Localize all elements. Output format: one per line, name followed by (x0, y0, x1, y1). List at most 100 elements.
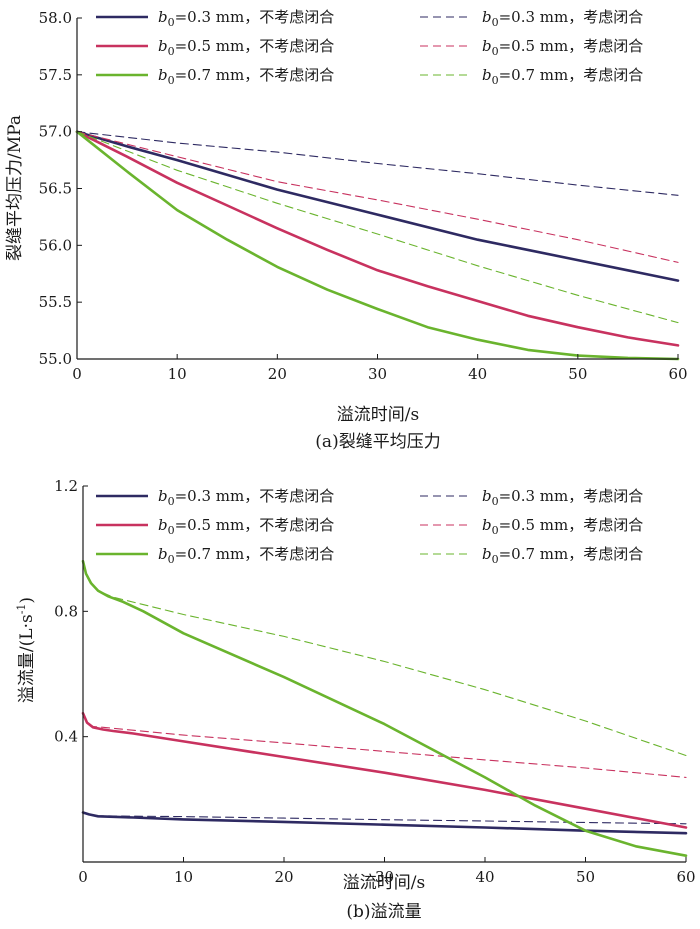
y-axis-title: 溢流量/(L·s-1) (15, 597, 37, 703)
series-line-3 (75, 130, 680, 347)
legend-label-subscript: 0 (168, 495, 175, 508)
legend-label-symbol: b (158, 545, 168, 563)
series-line-2 (82, 811, 687, 825)
legend-label-text: =0.7 mm，不考虑闭合 (175, 66, 335, 84)
legend-label-subscript: 0 (492, 74, 499, 87)
y-axis-title: 裂缝平均压力/MPa (5, 115, 25, 261)
legend-label-subscript: 0 (168, 553, 175, 566)
y-tick-label: 58.0 (39, 9, 72, 27)
y-tick-label: 56.0 (39, 236, 72, 254)
legend-label-symbol: b (482, 8, 492, 26)
x-tick-label: 0 (78, 868, 88, 886)
legend-label-symbol: b (158, 8, 168, 26)
legend-label-symbol: b (482, 487, 492, 505)
legend-label-subscript: 0 (168, 45, 175, 58)
legend-label-text: =0.7 mm，考虑闭合 (499, 66, 644, 84)
legend-label: b0=0.5 mm，考虑闭合 (482, 37, 643, 58)
series-line-2 (76, 131, 679, 196)
legend-label-text: =0.5 mm，不考虑闭合 (175, 516, 335, 534)
y-tick-label: 56.5 (39, 180, 72, 198)
legend-label: b0=0.5 mm，考虑闭合 (482, 516, 643, 537)
chart-caption: (b)溢流量 (346, 902, 421, 922)
legend-label-symbol: b (158, 37, 168, 55)
y-tick-label: 0.8 (54, 602, 78, 620)
y-tick-label: 55.5 (39, 293, 72, 311)
x-tick-label: 10 (174, 868, 193, 886)
x-axis-title: 溢流时间/s (343, 873, 425, 893)
legend-label-text: =0.3 mm，考虑闭合 (499, 8, 644, 26)
legend-label-symbol: b (482, 516, 492, 534)
series-line-3 (81, 711, 688, 829)
legend-label-subscript: 0 (492, 553, 499, 566)
series-group (81, 559, 688, 858)
series-line-6 (76, 131, 679, 324)
legend-label: b0=0.3 mm，考虑闭合 (482, 487, 643, 508)
legend-label-subscript: 0 (492, 16, 499, 29)
series-group (75, 130, 680, 361)
series-line-4 (82, 712, 687, 778)
legend-label-subscript: 0 (492, 524, 499, 537)
series-line-1 (75, 130, 680, 282)
y-tick-label: 1.2 (54, 477, 78, 495)
series-line-5 (75, 130, 680, 361)
x-tick-label: 60 (668, 365, 687, 383)
series-line-4 (76, 131, 679, 263)
chart-caption: (a)裂缝平均压力 (315, 432, 440, 452)
legend-label: b0=0.3 mm，不考虑闭合 (158, 487, 334, 508)
x-tick-label: 0 (72, 365, 82, 383)
legend-label-symbol: b (158, 516, 168, 534)
x-tick-label: 10 (168, 365, 187, 383)
legend-label-text: =0.7 mm，考虑闭合 (499, 545, 644, 563)
legend-label-symbol: b (482, 37, 492, 55)
legend-label: b0=0.5 mm，不考虑闭合 (158, 516, 334, 537)
legend-label-text: =0.5 mm，考虑闭合 (499, 37, 644, 55)
legend-label: b0=0.3 mm，不考虑闭合 (158, 8, 334, 29)
legend-label-subscript: 0 (168, 524, 175, 537)
x-tick-label: 30 (368, 365, 387, 383)
legend-label-text: =0.7 mm，不考虑闭合 (175, 545, 335, 563)
x-tick-label: 40 (468, 365, 487, 383)
legend-label-subscript: 0 (168, 74, 175, 87)
legend-label: b0=0.3 mm，考虑闭合 (482, 8, 643, 29)
x-tick-label: 40 (475, 868, 494, 886)
legend-label-symbol: b (482, 545, 492, 563)
legend-label-subscript: 0 (492, 495, 499, 508)
legend-label: b0=0.7 mm，不考虑闭合 (158, 66, 334, 87)
x-tick-label: 60 (676, 868, 695, 886)
legend-label-subscript: 0 (492, 45, 499, 58)
legend-label: b0=0.7 mm，考虑闭合 (482, 545, 643, 566)
x-tick-label: 50 (576, 868, 595, 886)
axes-group: 0 10 20 30 40 50 60 55.0 55.5 56.0 56.5 57.0 57.5 58.… (39, 9, 688, 383)
y-tick-label: 0.4 (54, 728, 78, 746)
legend-label-text: =0.3 mm，不考虑闭合 (175, 8, 335, 26)
series-line-1 (81, 811, 688, 835)
chart-panel-a: 0 10 20 30 40 50 60 55.0 55.5 56.0 56.5 57.0 57.5 58.… (5, 8, 688, 452)
x-tick-label: 50 (568, 365, 587, 383)
y-axis-title-superscript: -1 (15, 604, 28, 615)
x-tick-label: 20 (268, 365, 287, 383)
legend-label-symbol: b (482, 66, 492, 84)
legend-label-text: =0.5 mm，考虑闭合 (499, 516, 644, 534)
axes-group: 0 10 20 30 40 50 60 0.4 0.8 1.2 (54, 477, 695, 886)
x-tick-label: 20 (274, 868, 293, 886)
legend-label: b0=0.7 mm，不考虑闭合 (158, 545, 334, 566)
legend-label: b0=0.5 mm，不考虑闭合 (158, 37, 334, 58)
legend-label-subscript: 0 (168, 16, 175, 29)
y-tick-label: 57.0 (39, 123, 72, 141)
chart-panel-b: 0 10 20 30 40 50 600.40.81.2 b0=0.3 mm，不考虑闭合 b0… (15, 477, 696, 922)
x-axis-title: 溢流时间/s (337, 405, 419, 425)
y-axis-title-close: ) (17, 597, 37, 604)
y-tick-label: 57.5 (39, 66, 72, 84)
legend-label-text: =0.5 mm，不考虑闭合 (175, 37, 335, 55)
legend-label-symbol: b (158, 487, 168, 505)
legend-label: b0=0.7 mm，考虑闭合 (482, 66, 643, 87)
legend-label-symbol: b (158, 66, 168, 84)
y-tick-label: 55.0 (39, 350, 72, 368)
series-line-6 (82, 560, 687, 757)
legend-label-text: =0.3 mm，考虑闭合 (499, 487, 644, 505)
x-tick-label: 30 (375, 868, 394, 886)
y-axis-title-main: 溢流量/(L·s (17, 614, 37, 703)
